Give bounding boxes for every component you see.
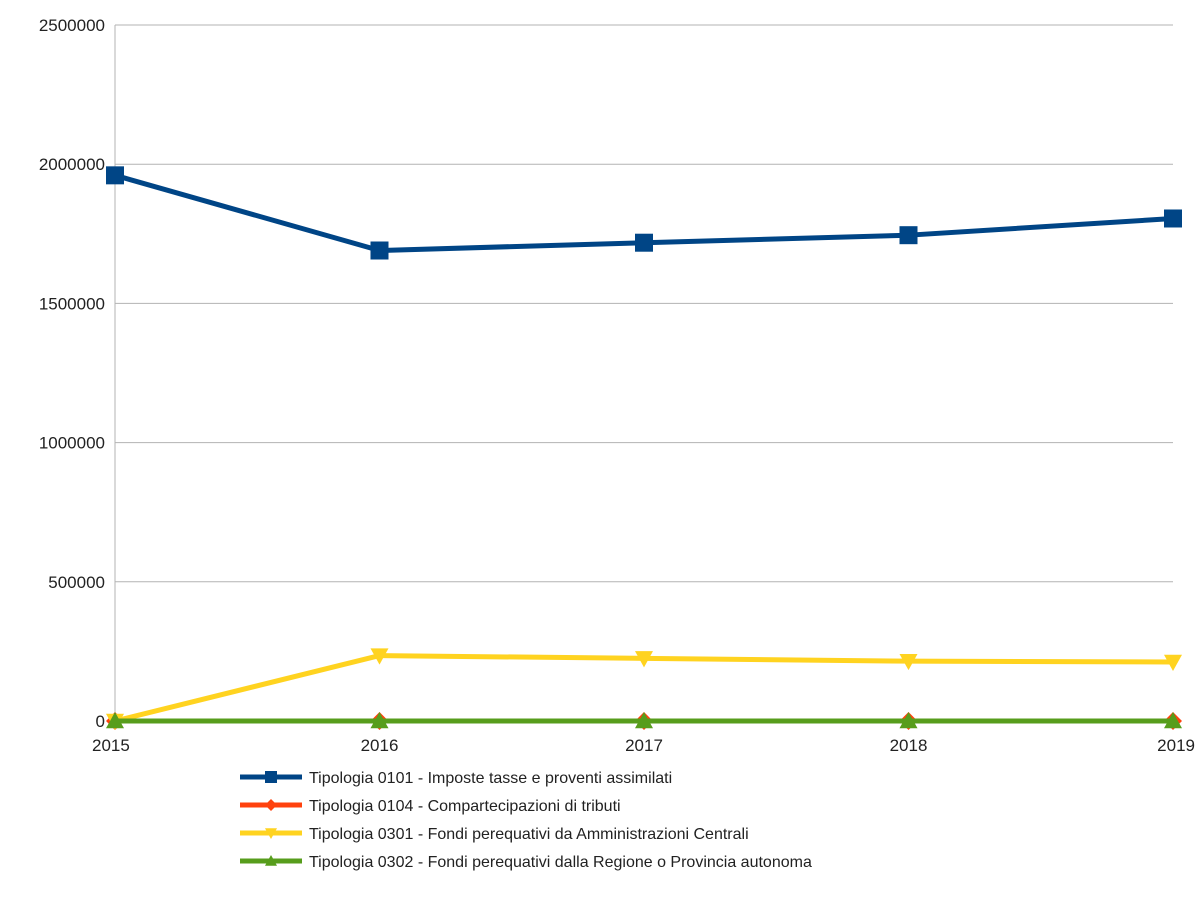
data-point — [635, 234, 653, 252]
legend-marker — [265, 799, 277, 811]
y-tick-label: 1000000 — [39, 434, 105, 453]
y-tick-label: 0 — [96, 712, 105, 731]
data-point — [371, 242, 389, 260]
x-tick-label: 2017 — [625, 736, 663, 755]
legend-label: Tipologia 0301 - Fondi perequativi da Am… — [309, 826, 749, 843]
legend-label: Tipologia 0104 - Compartecipazioni di tr… — [309, 798, 621, 815]
x-tick-label: 2016 — [361, 736, 399, 755]
x-tick-label: 2015 — [92, 736, 130, 755]
y-tick-label: 2500000 — [39, 16, 105, 35]
data-point — [900, 226, 918, 244]
data-point — [106, 166, 124, 184]
series-3 — [106, 712, 1182, 728]
x-tick-label: 2019 — [1157, 736, 1195, 755]
y-tick-label: 500000 — [48, 573, 105, 592]
series-0 — [106, 166, 1182, 259]
data-point — [1164, 209, 1182, 227]
legend-label: Tipologia 0302 - Fondi perequativi dalla… — [309, 854, 812, 871]
y-tick-label: 2000000 — [39, 155, 105, 174]
y-tick-label: 1500000 — [39, 294, 105, 313]
legend-label: Tipologia 0101 - Imposte tasse e provent… — [309, 770, 672, 787]
x-tick-label: 2018 — [890, 736, 928, 755]
legend-marker — [265, 771, 277, 783]
